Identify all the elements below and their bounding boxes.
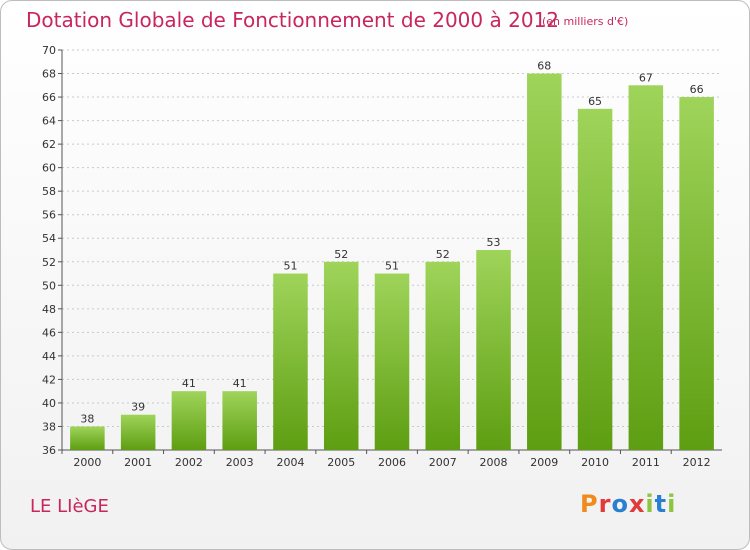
x-tick-label: 2007: [429, 456, 457, 469]
x-tick-label: 2004: [276, 456, 304, 469]
logo-letter: x: [628, 490, 646, 518]
x-tick-label: 2012: [683, 456, 711, 469]
y-tick-label: 52: [42, 256, 56, 269]
x-tick-label: 2009: [530, 456, 558, 469]
y-tick-label: 50: [42, 279, 56, 292]
bar-2002: [171, 391, 207, 450]
logo-letter: t: [654, 490, 668, 518]
data-label: 51: [385, 260, 399, 273]
bar-2003: [222, 391, 257, 450]
commune-name: LE LIèGE: [30, 496, 109, 517]
logo-letter: P: [580, 490, 599, 518]
logo-letter: r: [598, 490, 612, 518]
y-tick-label: 68: [42, 68, 56, 81]
y-tick-label: 36: [42, 444, 56, 457]
y-tick-label: 48: [42, 303, 56, 316]
data-label: 52: [334, 248, 348, 261]
bar-2011: [628, 85, 664, 450]
x-tick-label: 2002: [175, 456, 203, 469]
data-label: 38: [80, 412, 94, 425]
bar-2004: [273, 273, 308, 450]
chart-title: Dotation Globale de Fonctionnement de 20…: [26, 8, 559, 32]
bars: 38 39 41 41 51 52 51 52 53 68 65 67 66: [70, 60, 714, 450]
x-tick-label: 2001: [124, 456, 152, 469]
logo-letter: o: [611, 490, 629, 518]
data-label: 67: [639, 71, 653, 84]
proxiti-logo: Proxiti: [580, 490, 676, 518]
bar-2009: [527, 73, 562, 450]
x-tick-label: 2000: [73, 456, 101, 469]
x-tick-label: 2006: [378, 456, 406, 469]
data-label: 52: [436, 248, 450, 261]
bar-2005: [323, 261, 359, 450]
y-tick-label: 62: [42, 138, 56, 151]
x-tick-label: 2008: [480, 456, 508, 469]
y-tick-label: 54: [42, 232, 56, 245]
data-label: 39: [131, 401, 145, 414]
y-tick-label: 66: [42, 91, 56, 104]
chart-subtitle: (en milliers d'€): [542, 15, 629, 28]
y-tick-label: 70: [42, 44, 56, 57]
data-label: 51: [283, 260, 297, 273]
bar-2007: [425, 261, 461, 450]
x-tick-label: 2005: [327, 456, 355, 469]
y-tick-label: 64: [42, 115, 56, 128]
y-tick-label: 40: [42, 397, 56, 410]
y-tick-label: 44: [42, 350, 56, 363]
bar-2010: [577, 108, 613, 450]
y-tick-label: 58: [42, 185, 56, 198]
data-label: 41: [233, 377, 247, 390]
y-tick-label: 56: [42, 209, 56, 222]
data-label: 66: [690, 83, 704, 96]
bar-2006: [374, 273, 410, 450]
bar-2001: [120, 414, 156, 450]
y-tick-label: 38: [42, 420, 56, 433]
y-tick-label: 46: [42, 326, 56, 339]
data-label: 41: [182, 377, 196, 390]
x-axis: 2000 2001 2002 2003 2004 2005 2006 2007 2008 2009…: [61, 450, 711, 469]
data-label: 53: [487, 236, 501, 249]
data-label: 65: [588, 95, 602, 108]
x-tick-label: 2011: [632, 456, 660, 469]
logo-letter: i: [645, 490, 655, 518]
y-tick-label: 60: [42, 162, 56, 175]
bar-2008: [476, 250, 511, 450]
x-tick-label: 2003: [226, 456, 254, 469]
bar-2012: [679, 97, 714, 450]
y-tick-label: 42: [42, 373, 56, 386]
data-label: 68: [537, 60, 551, 73]
bar-2000: [70, 426, 105, 450]
logo-letter: i: [667, 490, 677, 518]
x-tick-label: 2010: [581, 456, 609, 469]
